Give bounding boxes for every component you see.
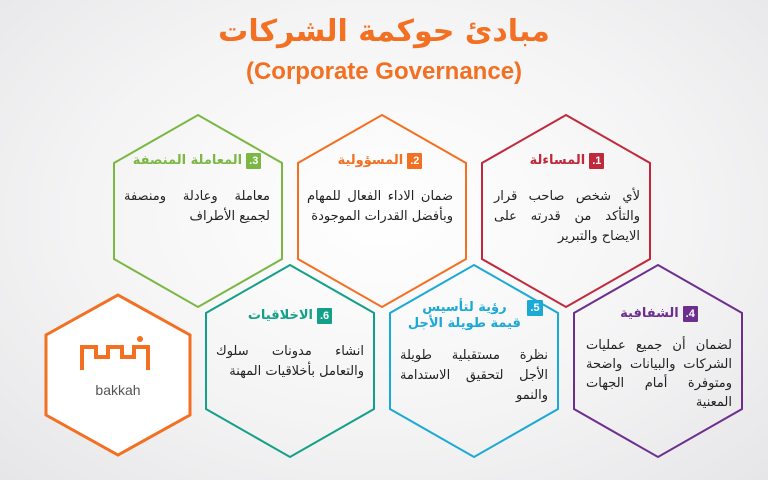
principle-accountability: 1. المساءلة لأي شخص صاحب قرار والتأكد من… (494, 153, 640, 247)
principle-ethics: 6. الاخلاقيات انشاء مدونات سلوك والتعامل… (216, 308, 364, 382)
principle-description: نظرة مستقبلية طويلة الأجل لتحقيق الاستدا… (400, 348, 548, 403)
hexagon-fair-treatment (113, 113, 283, 309)
principle-title: رؤية لتأسيس قيمة طويلة الأجل (407, 300, 521, 331)
principle-title: المعاملة المنصفة (132, 153, 243, 168)
principle-description: انشاء مدونات سلوك والتعامل بأخلاقيات الم… (216, 344, 364, 379)
principle-header: 4. الشفافية (586, 306, 732, 322)
principle-number: 4. (682, 306, 698, 322)
principle-fair-treatment: 3. المعاملة المنصفة معاملة وعادلة ومنصفة… (124, 153, 270, 227)
principle-header: 6. الاخلاقيات (216, 308, 364, 324)
hexagon-accountability (481, 113, 651, 309)
principle-header: 1. المساءلة (494, 153, 640, 169)
hexagon-transparency (573, 263, 743, 459)
principle-title: الشفافية (620, 306, 679, 321)
bakkah-logo-icon (80, 345, 150, 370)
principle-header: 3. المعاملة المنصفة (124, 153, 270, 169)
hexagon-responsibility (297, 113, 467, 309)
principle-title: المساءلة (529, 153, 586, 168)
principle-transparency: 4. الشفافية لضمان أن جميع عمليات الشركات… (586, 306, 732, 412)
principle-description: لأي شخص صاحب قرار والتأكد من قدرته على ا… (494, 189, 640, 244)
principle-description: ضمان الاداء الفعال للمهام وبأفضل القدرات… (307, 189, 453, 224)
page-title: مبادئ حوكمة الشركات (218, 14, 550, 49)
principle-number: 6. (316, 308, 333, 324)
principle-header: 5. رؤية لتأسيس قيمة طويلة الأجل (400, 300, 548, 332)
page-subtitle: (Corporate Governance) (245, 58, 523, 85)
principle-number: 3. (246, 153, 262, 169)
principle-number: 5. (527, 300, 543, 316)
hexagon-long-term-value (389, 263, 559, 459)
principle-title: المسؤولية (337, 153, 404, 168)
hexagon-ethics (205, 263, 375, 459)
principle-responsibility: 2. المسؤولية ضمان الاداء الفعال للمهام و… (307, 153, 453, 227)
hexagon-logo (44, 293, 192, 457)
principle-number: 2. (407, 153, 423, 169)
logo-dot-icon (137, 336, 143, 342)
principle-title: الاخلاقيات (247, 308, 313, 323)
principle-long-term-value: 5. رؤية لتأسيس قيمة طويلة الأجل نظرة مست… (400, 300, 548, 406)
principle-description: معاملة وعادلة ومنصفة لجميع الأطراف (124, 189, 270, 224)
logo-wordmark: bakkah (95, 382, 141, 398)
principle-description: لضمان أن جميع عمليات الشركات والبيانات و… (586, 338, 732, 410)
principle-header: 2. المسؤولية (307, 153, 453, 169)
principle-number: 1. (589, 153, 605, 169)
